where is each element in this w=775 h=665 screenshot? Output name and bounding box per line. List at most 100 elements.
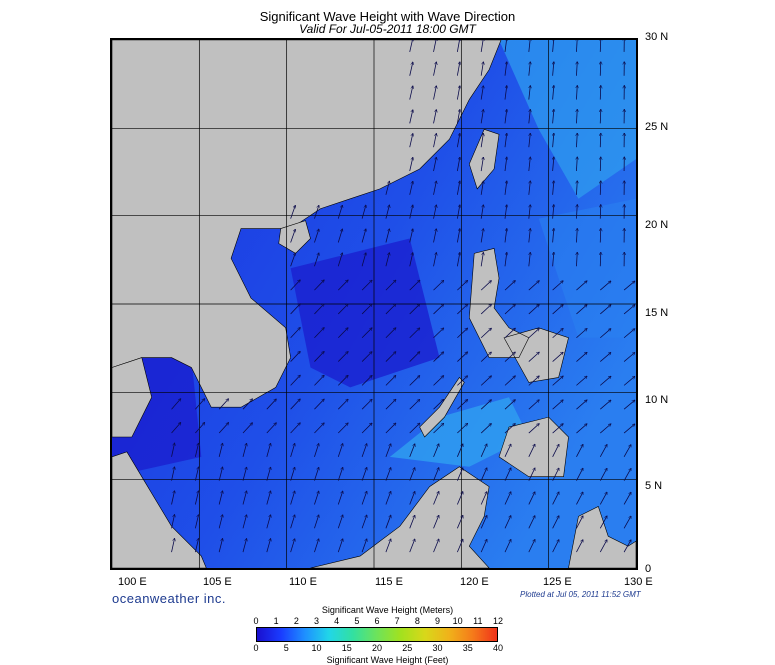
wave-arrow [552,516,559,529]
wave-arrow [314,375,324,386]
wave-arrow [576,157,577,172]
lon-label-100e: 100 E [118,576,147,588]
wave-arrow [433,110,437,124]
plotted-timestamp: Plotted at Jul 05, 2011 11:52 GMT [520,590,641,599]
wave-arrow [194,491,198,505]
wave-arrow [433,134,437,148]
wave-arrow [337,423,348,434]
wave-arrow [409,444,415,457]
wave-arrow [409,158,413,172]
wave-arrow [433,253,437,267]
wave-arrow [623,445,631,458]
wave-arrow [409,515,415,529]
colorbar-meters-tick: 8 [414,616,420,626]
wave-arrow [457,304,467,315]
wave-arrow [623,400,635,410]
wave-arrow [337,467,342,481]
wave-arrow [218,539,222,553]
wave-arrow [218,399,228,410]
colorbar-meters-tick: 2 [293,616,299,626]
wave-arrow [504,86,507,100]
lat-label-5n: 5 N [645,480,663,492]
wave-arrow [195,399,204,410]
wave-arrow [266,515,271,529]
wave-arrow [409,229,413,243]
wave-arrow [457,423,467,434]
wave-arrow [553,229,554,243]
wave-arrow [600,424,611,434]
colorbar-meters-tick: 3 [313,616,319,626]
colorbar-feet-tick: 5 [283,643,289,653]
wave-arrow [314,328,324,339]
wave-arrow [480,376,491,386]
wave-arrow [218,423,228,434]
wave-arrow [504,281,515,291]
wave-arrow [528,133,530,148]
wave-arrow [504,62,507,76]
wave-arrow [553,205,554,219]
wave-arrow [528,157,530,172]
wave-arrow [337,399,348,410]
colorbar-meters-tick: 10 [452,616,463,626]
wave-map [110,38,638,570]
wave-arrow [242,515,247,529]
wave-arrow [361,328,372,339]
wave-arrow [600,376,611,386]
wave-arrow [576,540,582,553]
wave-arrow [456,492,462,505]
wave-arrow [576,445,582,458]
wave-arrow [528,40,530,52]
wave-arrow [433,280,444,291]
wave-arrow [314,423,324,434]
wave-arrow [433,40,437,52]
wave-arrow [480,229,483,243]
wave-arrow [528,468,535,481]
wave-arrow [409,134,413,148]
wave-arrow [242,443,247,457]
lon-label-130e: 130 E [624,576,653,588]
lat-label-20n: 20 N [645,219,669,231]
wave-arrow [409,423,420,434]
wave-arrow [433,328,444,339]
wave-arrow [171,443,175,457]
wave-arrow [409,110,413,124]
wave-arrow [528,110,530,124]
wave-arrow [409,399,420,410]
wave-arrow [337,375,348,386]
wave-arrow [409,40,413,52]
wave-arrow [480,444,487,458]
wave-arrow [480,86,483,100]
wave-arrow [456,86,459,100]
wave-arrow [456,539,462,553]
wave-arrow [600,329,611,339]
wave-arrow [385,205,389,219]
wave-arrow [290,304,301,315]
lat-label-10n: 10 N [645,394,669,406]
wave-arrow [290,467,295,481]
wave-arrow [552,540,559,553]
wave-direction-arrows [171,40,635,553]
wave-arrow [528,352,539,362]
wave-arrow [433,352,444,362]
colorbar-feet-tick: 30 [432,643,443,653]
wave-arrow [480,352,491,362]
wave-arrow [385,468,391,481]
wave-arrow [599,468,607,481]
wave-arrow [433,444,439,457]
land-mainland [112,40,502,408]
wave-arrow [553,157,554,172]
wave-arrow [528,229,530,243]
wave-arrow [480,492,487,505]
wave-arrow [409,253,413,267]
wave-arrow [218,515,222,529]
wave-arrow [504,468,511,481]
wave-arrow [623,353,635,362]
wave-arrow [480,40,483,52]
wave-arrow [337,280,348,291]
wave-arrow [385,304,396,315]
wave-arrow [433,400,444,410]
wave-arrow [290,423,301,434]
wave-arrow [456,40,459,52]
wave-arrow [599,492,607,505]
wave-arrow [385,253,389,267]
